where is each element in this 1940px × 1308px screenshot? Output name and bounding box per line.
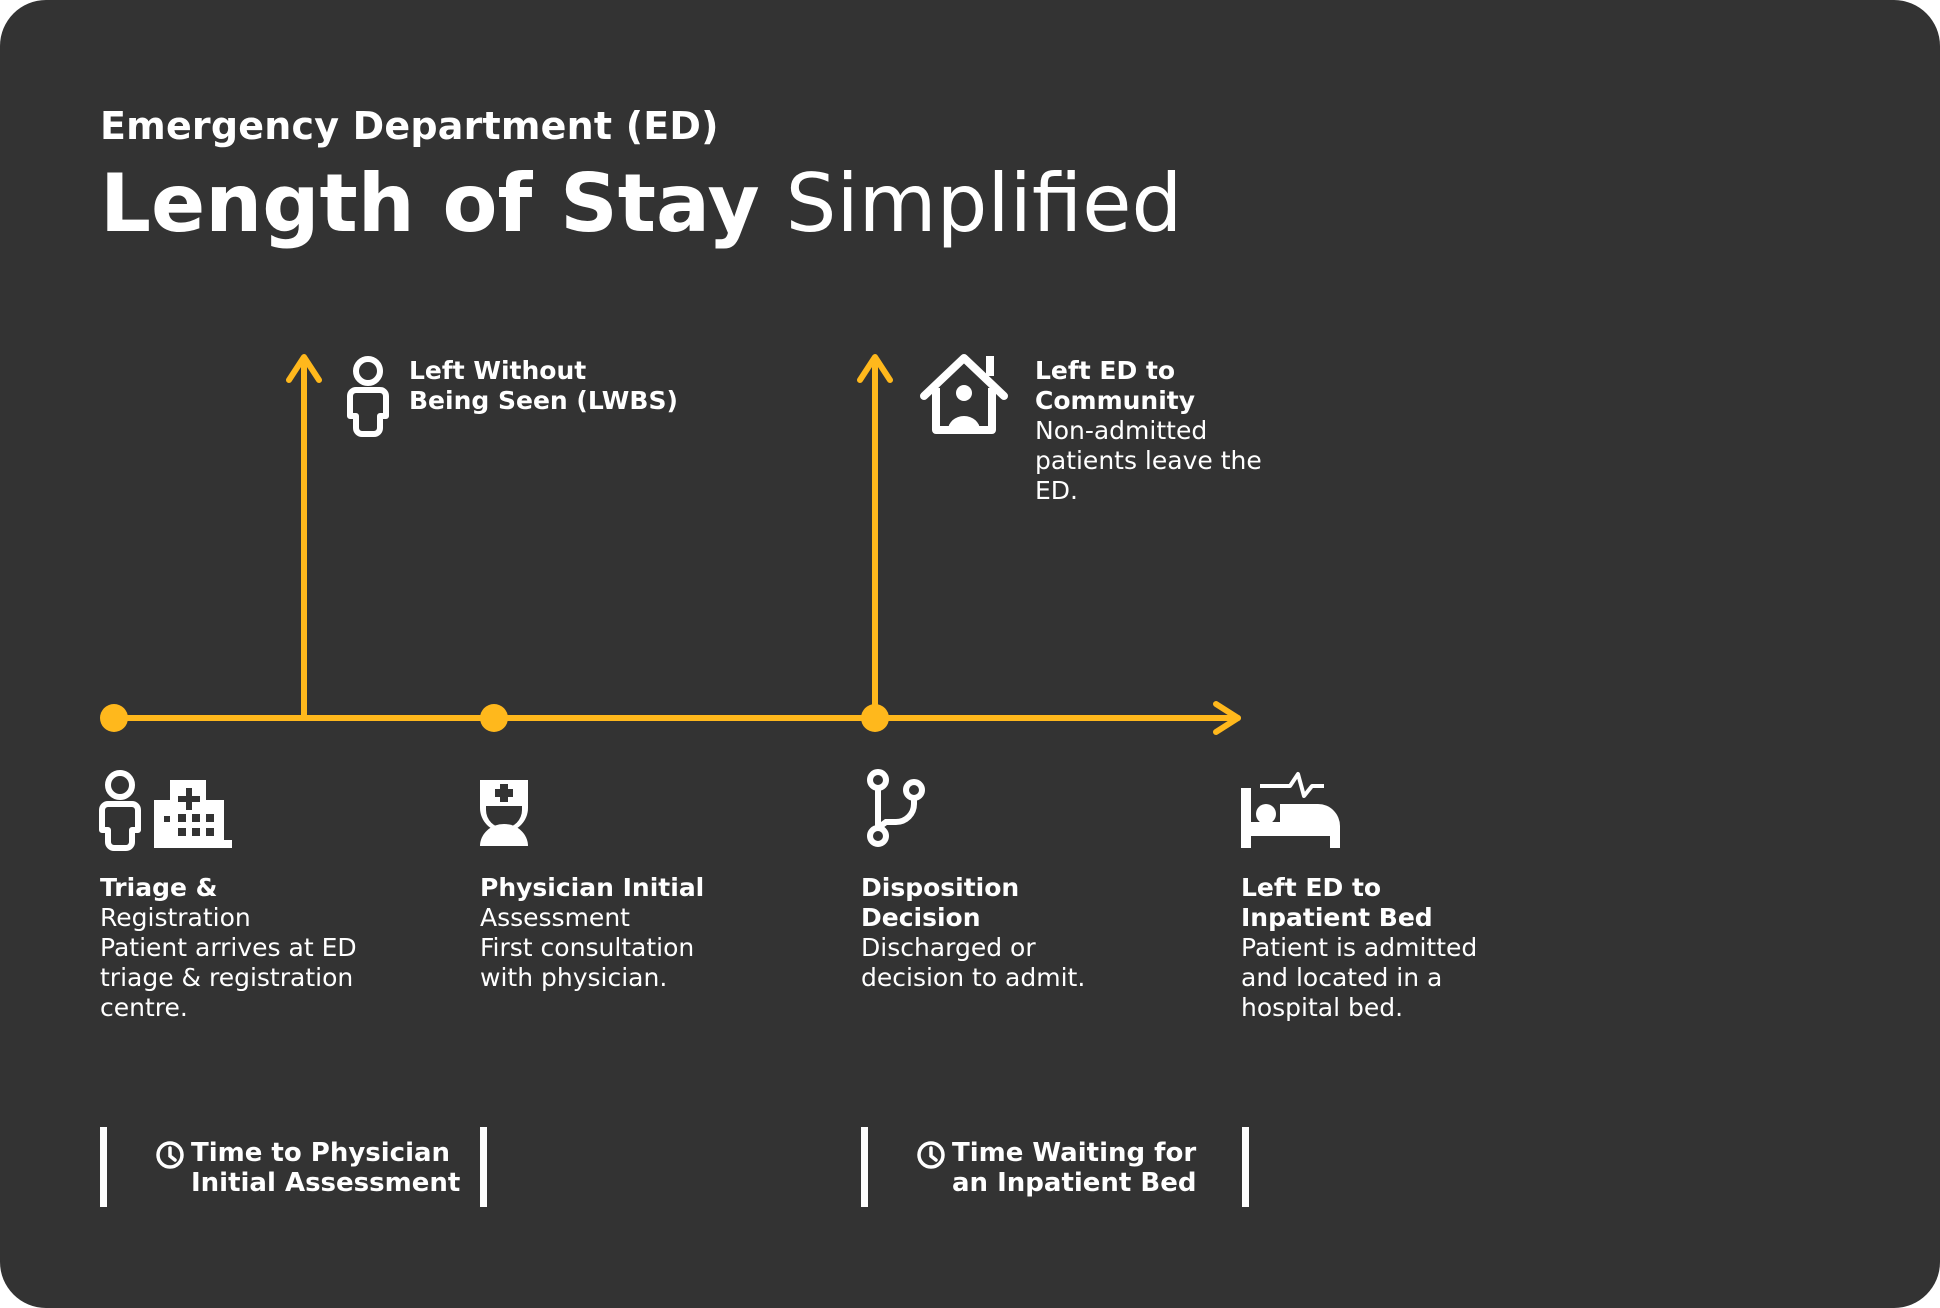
stage-desc-line: Registration: [100, 903, 251, 932]
stage-heading-2: Inpatient Bed: [1241, 903, 1433, 932]
stage-desc-line: triage & registration: [100, 963, 354, 992]
interval-2-end-bracket: [1242, 1127, 1249, 1207]
stage-desc-line: Patient is admitted: [1241, 933, 1478, 962]
clock-icon: [156, 1141, 184, 1169]
interval-1-end-bracket: [480, 1127, 487, 1207]
stage-marker-physician: [480, 704, 508, 732]
stage-heading: Left ED to: [1241, 873, 1382, 902]
stage-desc-line: decision to admit.: [861, 963, 1086, 992]
stage-heading: Triage &: [100, 873, 218, 902]
lwbs-line1: Left Without: [409, 356, 587, 385]
page-subtitle: Emergency Department (ED): [100, 104, 719, 148]
community-desc1: Non-admitted: [1035, 416, 1208, 445]
community-desc3: ED.: [1035, 476, 1078, 505]
stage-desc-line: hospital bed.: [1241, 993, 1404, 1022]
stage-physician: Physician Initial Assessment First consu…: [480, 873, 704, 993]
interval-line1: Time to Physician: [191, 1138, 451, 1168]
branch-icon: [867, 769, 925, 847]
lwbs-line2: Being Seen (LWBS): [409, 386, 678, 415]
community-arrowhead: [857, 354, 893, 383]
stage-desc-line: Assessment: [480, 903, 630, 932]
interval-1-start-bracket: [100, 1127, 107, 1207]
stage-heading-2: Decision: [861, 903, 981, 932]
person-icon-triage: [99, 770, 141, 851]
interval-2-start-bracket: [861, 1127, 868, 1207]
interval-line1: Time Waiting for: [952, 1138, 1197, 1168]
lwbs-label: Left Without Being Seen (LWBS): [409, 356, 678, 416]
stage-desc-line: First consultation: [480, 933, 695, 962]
house-person-icon: [920, 354, 1008, 434]
stage-disposition: Disposition Decision Discharged or decis…: [861, 873, 1085, 993]
interval-line2: an Inpatient Bed: [952, 1168, 1197, 1198]
page-title: Length of Stay Simplified: [100, 158, 1182, 250]
interval-line2: Initial Assessment: [191, 1168, 461, 1198]
stage-marker-disposition: [861, 704, 889, 732]
hospital-bed-icon: [1241, 772, 1340, 848]
stage-desc-line: Patient arrives at ED: [100, 933, 357, 962]
stage-desc-line: with physician.: [480, 963, 668, 992]
stage-heading: Disposition: [861, 873, 1020, 902]
person-icon: [347, 356, 389, 437]
stage-desc-line: Discharged or: [861, 933, 1036, 962]
stage-triage: Triage & Registration Patient arrives at…: [100, 873, 357, 1023]
community-line2: Community: [1035, 386, 1196, 415]
stage-inpatient: Left ED to Inpatient Bed Patient is admi…: [1241, 873, 1477, 1023]
physician-icon: [480, 780, 528, 846]
timeline-arrowhead: [1213, 701, 1241, 735]
interval-waiting-inpatient-bed: Time Waiting for an Inpatient Bed: [916, 1138, 1196, 1198]
title-light: Simplified: [785, 157, 1183, 250]
community-desc2: patients leave the: [1035, 446, 1262, 475]
stage-desc-line: and located in a: [1241, 963, 1443, 992]
community-line1: Left ED to: [1035, 356, 1176, 385]
hospital-icon: [154, 780, 232, 848]
stage-desc-line: centre.: [100, 993, 188, 1022]
title-bold: Length of Stay: [100, 157, 760, 250]
community-label: Left ED to Community Non-admitted patien…: [1035, 356, 1262, 506]
lwbs-arrowhead: [286, 354, 322, 383]
stage-marker-triage: [100, 704, 128, 732]
interval-time-to-physician: Time to Physician Initial Assessment: [155, 1138, 460, 1198]
stage-heading: Physician Initial: [480, 873, 705, 902]
clock-icon: [917, 1141, 945, 1169]
